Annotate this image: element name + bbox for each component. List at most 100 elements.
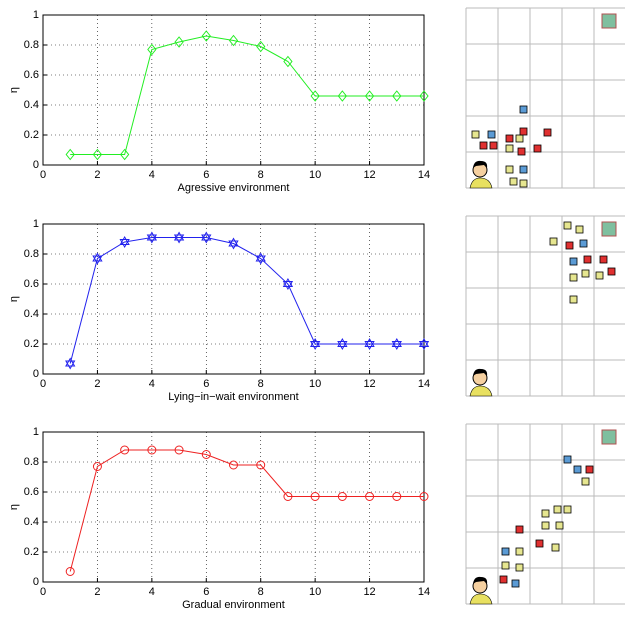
x-tick-label: 14	[418, 378, 430, 390]
item	[550, 238, 557, 245]
item	[506, 135, 513, 142]
item	[488, 131, 495, 138]
item	[516, 548, 523, 555]
x-tick-label: 10	[309, 378, 321, 390]
y-axis-label: η	[8, 87, 20, 93]
x-tick-label: 6	[203, 378, 209, 390]
grid-world	[466, 8, 625, 188]
item	[520, 166, 527, 173]
item	[556, 522, 563, 529]
x-tick-label: 4	[149, 169, 155, 181]
y-tick-label: 1	[33, 218, 39, 230]
x-tick-label: 2	[94, 586, 100, 598]
item	[544, 129, 551, 136]
x-tick-label: 6	[203, 169, 209, 181]
y-tick-label: 1	[33, 9, 39, 21]
figure: 00.20.40.60.8102468101214Agressive envir…	[0, 0, 625, 615]
item	[516, 564, 523, 571]
goal-box	[602, 430, 616, 444]
item	[542, 510, 549, 517]
item	[596, 272, 603, 279]
y-tick-label: 0.4	[24, 308, 39, 320]
grid-world	[466, 216, 625, 396]
item	[580, 240, 587, 247]
item	[516, 526, 523, 533]
y-tick-label: 0.6	[24, 278, 39, 290]
item	[564, 456, 571, 463]
x-tick-label: 14	[418, 169, 430, 181]
item	[534, 145, 541, 152]
item	[564, 222, 571, 229]
y-tick-label: 0.4	[24, 99, 39, 111]
x-tick-label: 8	[258, 378, 264, 390]
y-tick-label: 0	[33, 368, 39, 380]
item	[554, 506, 561, 513]
item	[520, 106, 527, 113]
y-tick-label: 1	[33, 426, 39, 438]
item	[564, 506, 571, 513]
x-axis-label: Lying−in−wait environment	[168, 391, 298, 403]
item	[586, 466, 593, 473]
y-tick-label: 0.4	[24, 516, 39, 528]
item	[518, 148, 525, 155]
x-tick-label: 4	[149, 378, 155, 390]
y-tick-label: 0.8	[24, 39, 39, 51]
y-tick-label: 0.2	[24, 338, 39, 350]
y-axis-label: η	[8, 504, 20, 510]
x-tick-label: 8	[258, 586, 264, 598]
agent-body	[470, 178, 492, 188]
y-tick-label: 0.2	[24, 129, 39, 141]
plot-area	[43, 15, 424, 165]
item	[506, 145, 513, 152]
item	[500, 576, 507, 583]
y-tick-label: 0	[33, 576, 39, 588]
item	[516, 135, 523, 142]
item	[566, 242, 573, 249]
item	[520, 180, 527, 187]
item	[502, 548, 509, 555]
x-axis-label: Agressive environment	[178, 182, 290, 194]
item	[608, 268, 615, 275]
item	[520, 128, 527, 135]
x-axis-label: Gradual environment	[182, 599, 285, 611]
y-tick-label: 0.6	[24, 69, 39, 81]
goal-box	[602, 14, 616, 28]
x-tick-label: 8	[258, 169, 264, 181]
item	[490, 142, 497, 149]
x-tick-label: 0	[40, 378, 46, 390]
item	[584, 256, 591, 263]
item	[480, 142, 487, 149]
x-tick-label: 10	[309, 169, 321, 181]
y-tick-label: 0.8	[24, 248, 39, 260]
plot-area	[43, 432, 424, 582]
agent-body	[470, 594, 492, 604]
item	[502, 562, 509, 569]
item	[472, 131, 479, 138]
y-tick-label: 0.8	[24, 456, 39, 468]
item	[570, 296, 577, 303]
grid-world	[466, 424, 625, 604]
x-tick-label: 6	[203, 586, 209, 598]
x-tick-label: 4	[149, 586, 155, 598]
item	[510, 178, 517, 185]
item	[582, 478, 589, 485]
item	[582, 270, 589, 277]
y-tick-label: 0.2	[24, 546, 39, 558]
x-tick-label: 10	[309, 586, 321, 598]
x-tick-label: 2	[94, 378, 100, 390]
x-tick-label: 0	[40, 169, 46, 181]
y-tick-label: 0.6	[24, 486, 39, 498]
y-tick-label: 0	[33, 159, 39, 171]
x-tick-label: 12	[363, 378, 375, 390]
y-axis-label: η	[8, 296, 20, 302]
item	[600, 256, 607, 263]
item	[574, 466, 581, 473]
item	[506, 166, 513, 173]
item	[570, 274, 577, 281]
x-tick-label: 14	[418, 586, 430, 598]
x-tick-label: 2	[94, 169, 100, 181]
item	[542, 522, 549, 529]
goal-box	[602, 222, 616, 236]
item	[576, 226, 583, 233]
x-tick-label: 0	[40, 586, 46, 598]
